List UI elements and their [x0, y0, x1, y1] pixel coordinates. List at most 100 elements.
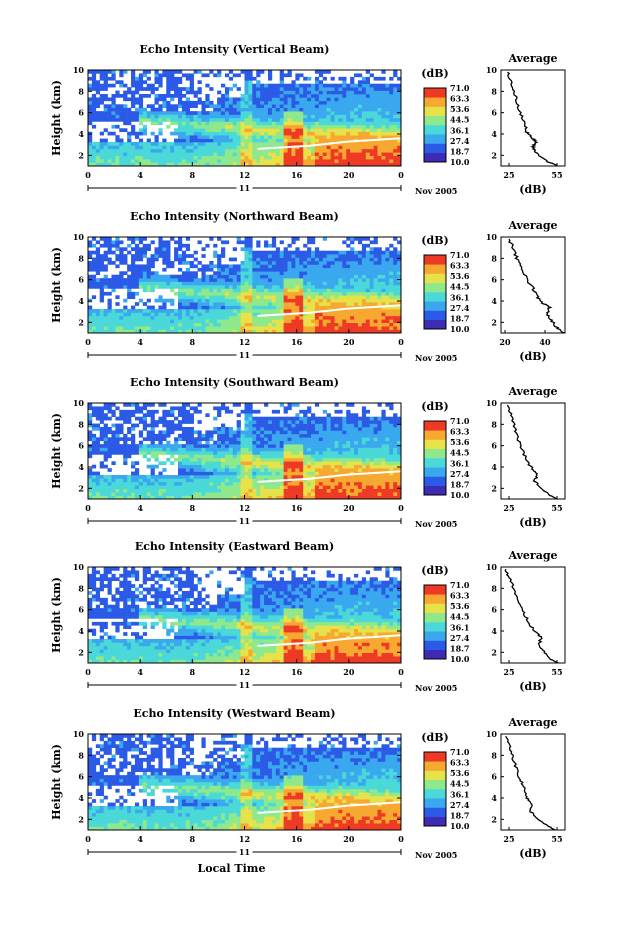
heatmap-cell	[111, 410, 115, 414]
heatmap-cell	[178, 237, 182, 241]
heatmap-cell	[295, 261, 299, 265]
heatmap-cell	[358, 254, 362, 258]
heatmap-cell	[327, 139, 331, 143]
heatmap-cell	[229, 451, 233, 455]
heatmap-cell	[96, 84, 100, 88]
heatmap-cell	[221, 101, 225, 105]
heatmap-cell	[264, 403, 268, 407]
heatmap-cell	[174, 492, 178, 496]
heatmap-cell	[174, 451, 178, 455]
heatmap-cell	[96, 70, 100, 74]
heatmap-cell	[119, 254, 123, 258]
heatmap-cell	[217, 323, 221, 327]
heatmap-cell	[323, 316, 327, 320]
heatmap-cell	[182, 159, 186, 163]
heatmap-cell	[147, 87, 151, 91]
heatmap-cell	[225, 316, 229, 320]
heatmap-cell	[131, 492, 135, 496]
heatmap-cell	[252, 254, 256, 258]
heatmap-cell	[245, 406, 249, 410]
heatmap-cell	[139, 159, 143, 163]
heatmap-cell	[284, 472, 288, 476]
heatmap-cell	[288, 454, 292, 458]
heatmap-cell	[323, 97, 327, 101]
heatmap-cell	[115, 326, 119, 330]
heatmap-cell	[385, 285, 389, 289]
heatmap-cell	[209, 299, 213, 303]
heatmap-cell	[248, 135, 252, 139]
heatmap-cell	[88, 84, 92, 88]
heatmap-cell	[88, 145, 92, 149]
heatmap-cell	[260, 84, 264, 88]
heatmap-cell	[205, 101, 209, 105]
heatmap-cell	[162, 323, 166, 327]
heatmap-cell	[331, 91, 335, 95]
heatmap-cell	[182, 478, 186, 482]
heatmap-cell	[248, 142, 252, 146]
heatmap-cell	[178, 80, 182, 84]
heatmap-cell	[209, 316, 213, 320]
heatmap-cell	[276, 434, 280, 438]
heatmap-cell	[158, 309, 162, 313]
heatmap-cell	[135, 285, 139, 289]
heatmap-cell	[162, 149, 166, 153]
heatmap-cell	[276, 132, 280, 136]
x-tick-label: 20	[343, 337, 355, 347]
heatmap-cell	[288, 326, 292, 330]
heatmap-cell	[131, 70, 135, 74]
heatmap-cell	[225, 492, 229, 496]
heatmap-cell	[100, 406, 104, 410]
heatmap-cell	[108, 258, 112, 262]
heatmap-cell	[299, 94, 303, 98]
heatmap-cell	[111, 282, 115, 286]
heatmap-cell	[217, 152, 221, 156]
heatmap-cell	[229, 309, 233, 313]
heatmap-cell	[205, 312, 209, 316]
heatmap-cell	[276, 420, 280, 424]
heatmap-cell	[225, 434, 229, 438]
heatmap-cell	[248, 427, 252, 431]
heatmap-cell	[100, 278, 104, 282]
heatmap-cell	[221, 108, 225, 112]
heatmap-cell	[350, 125, 354, 129]
heatmap-cell	[135, 451, 139, 455]
heatmap-cell	[182, 465, 186, 469]
heatmap-cell	[131, 240, 135, 244]
heatmap-cell	[370, 94, 374, 98]
heatmap-cell	[147, 434, 151, 438]
heatmap-cell	[260, 417, 264, 421]
heatmap-cell	[233, 118, 237, 122]
heatmap-cell	[225, 159, 229, 163]
heatmap-cell	[358, 326, 362, 330]
heatmap-cell	[393, 326, 397, 330]
heatmap-cell	[241, 104, 245, 108]
heatmap-cell	[276, 108, 280, 112]
heatmap-cell	[260, 118, 264, 122]
heatmap-cell	[139, 492, 143, 496]
heatmap-cell	[190, 461, 194, 465]
heatmap-cell	[350, 319, 354, 323]
heatmap-cell	[245, 261, 249, 265]
heatmap-cell	[299, 268, 303, 272]
heatmap-cell	[127, 492, 131, 496]
heatmap-cell	[381, 77, 385, 81]
colorbar-unit: (dB)	[421, 67, 448, 80]
heatmap-cell	[284, 115, 288, 119]
heatmap-cell	[331, 108, 335, 112]
heatmap-cell	[342, 104, 346, 108]
heatmap-cell	[198, 489, 202, 493]
heatmap-cell	[194, 444, 198, 448]
heatmap-cell	[131, 482, 135, 486]
heatmap-cell	[225, 111, 229, 115]
heatmap-cell	[311, 240, 315, 244]
heatmap-cell	[100, 323, 104, 327]
heatmap-cell	[178, 424, 182, 428]
heatmap-cell	[315, 306, 319, 310]
heatmap-cell	[104, 323, 108, 327]
heatmap-cell	[385, 108, 389, 112]
heatmap-cell	[252, 142, 256, 146]
heatmap-cell	[147, 482, 151, 486]
heatmap-cell	[213, 302, 217, 306]
heatmap-cell	[115, 104, 119, 108]
heatmap-cell	[88, 139, 92, 143]
